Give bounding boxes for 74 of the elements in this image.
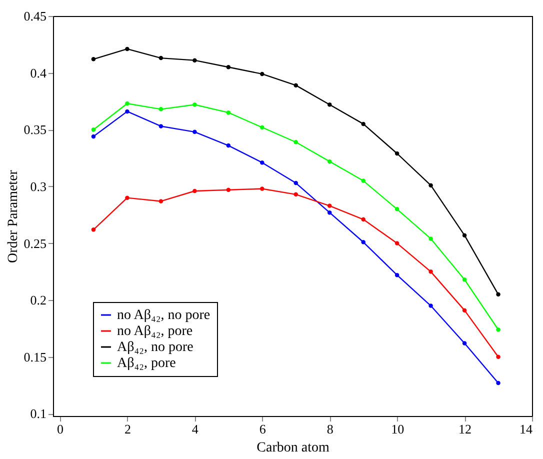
- y-tick-label: 0.4: [30, 65, 47, 80]
- point: [260, 160, 264, 165]
- x-tick-label: 8: [326, 422, 334, 436]
- legend-label: Aβ₄₂, pore: [117, 356, 176, 371]
- point: [158, 56, 164, 60]
- point: [91, 57, 96, 62]
- point: [462, 341, 467, 346]
- x-tick-label: 14: [520, 422, 533, 436]
- point: [361, 240, 366, 244]
- point: [428, 304, 433, 308]
- point: [226, 65, 231, 70]
- point: [125, 196, 130, 200]
- point: [428, 183, 433, 188]
- point: [496, 354, 500, 360]
- point: [91, 128, 96, 132]
- point: [394, 207, 400, 212]
- x-axis-title: Carbon atom: [256, 440, 330, 456]
- point: [125, 101, 130, 106]
- point: [361, 178, 366, 183]
- point: [496, 292, 500, 297]
- point: [496, 328, 500, 332]
- point: [361, 122, 366, 126]
- point: [394, 272, 400, 278]
- point: [462, 278, 467, 282]
- point: [294, 83, 298, 88]
- point: [260, 186, 264, 191]
- point: [428, 236, 433, 241]
- point: [91, 134, 96, 139]
- point: [226, 110, 231, 115]
- point: [294, 140, 298, 144]
- point: [327, 204, 332, 208]
- point: [260, 125, 264, 130]
- point: [394, 241, 400, 246]
- x-tick-label: 2: [124, 422, 131, 436]
- point: [158, 107, 164, 112]
- point: [158, 124, 164, 128]
- point: [294, 180, 298, 186]
- legend-label: Aβ₄₂, no pore: [117, 340, 194, 355]
- y-tick-label: 0.25: [24, 236, 46, 251]
- point: [462, 233, 467, 238]
- point: [192, 58, 197, 62]
- point: [91, 228, 96, 232]
- point: [192, 130, 197, 134]
- point: [260, 72, 264, 76]
- x-tick-label: 0: [56, 422, 64, 436]
- y-tick-label: 0.1: [30, 406, 46, 422]
- point: [327, 102, 332, 107]
- point: [158, 199, 164, 204]
- point: [125, 109, 130, 114]
- point: [361, 217, 366, 222]
- legend-label: no Aβ₄₂, pore: [117, 324, 193, 339]
- point: [496, 380, 500, 386]
- x-tick-label: 12: [458, 422, 472, 436]
- y-tick-label: 0.15: [24, 349, 46, 364]
- x-tick-label: 10: [391, 422, 404, 436]
- point: [327, 159, 332, 164]
- point: [226, 188, 231, 192]
- point: [394, 151, 400, 156]
- point: [125, 46, 130, 52]
- point: [294, 192, 298, 197]
- point: [192, 188, 197, 194]
- point: [226, 143, 231, 148]
- legend-label: no Aβ₄₂, no pore: [117, 308, 210, 323]
- point: [327, 210, 332, 215]
- y-tick-label: 0.45: [24, 8, 46, 24]
- x-tick-label: 4: [192, 422, 199, 436]
- y-axis-title: Order Parameter: [6, 170, 21, 263]
- x-tick-label: 6: [259, 422, 266, 436]
- point: [192, 102, 197, 107]
- point: [462, 308, 467, 312]
- y-tick-label: 0.2: [30, 292, 46, 308]
- y-tick-label: 0.35: [24, 122, 46, 138]
- y-tick-label: 0.3: [30, 178, 46, 194]
- point: [428, 270, 433, 274]
